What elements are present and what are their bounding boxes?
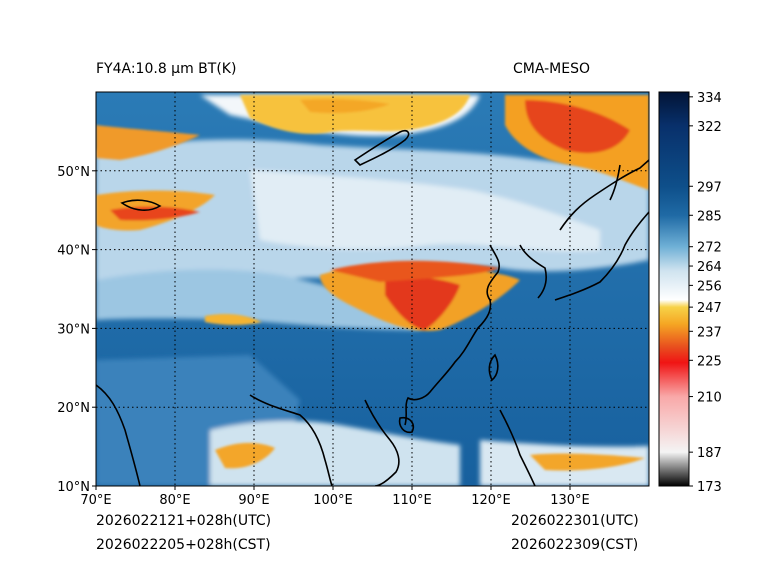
yangtze-red-core bbox=[385, 277, 460, 330]
west-red-streak bbox=[110, 206, 200, 221]
init-time-cst: 2026022205+028h(CST) bbox=[96, 537, 271, 553]
colorbar-label-210: 210 bbox=[697, 391, 722, 406]
north-china-clear-land bbox=[250, 170, 600, 252]
colorbar-label-297: 297 bbox=[697, 180, 722, 195]
okhotsk-red-core bbox=[525, 100, 630, 154]
siberia-cold-core bbox=[300, 99, 390, 114]
lon-label-110: 110°E bbox=[392, 493, 432, 508]
product-title: FY4A:10.8 µm BT(K) bbox=[96, 61, 237, 77]
lon-label-80: 80°E bbox=[159, 493, 190, 508]
sakhalin bbox=[609, 164, 621, 201]
pacific-convection bbox=[530, 453, 645, 471]
japan-coast bbox=[554, 211, 649, 301]
colorbar-frame bbox=[658, 91, 690, 487]
baikal bbox=[353, 129, 410, 166]
map-axes: 70°E 80°E 90°E 100°E 110°E 120°E 130°E 10°N 20°N… bbox=[57, 165, 590, 508]
lat-label-30: 30°N bbox=[57, 322, 90, 337]
korea-coast bbox=[519, 244, 547, 299]
colorbar-label-173: 173 bbox=[697, 480, 722, 495]
colorbar-label-187: 187 bbox=[697, 446, 722, 461]
colorbar: 334 322 297 285 272 264 256 247 237 225 210 187 173 bbox=[658, 91, 722, 495]
colorbar-label-264: 264 bbox=[697, 260, 722, 275]
map-frame bbox=[95, 91, 650, 487]
valid-time-utc: 2026022301(UTC) bbox=[511, 513, 639, 529]
colorbar-label-237: 237 bbox=[697, 325, 722, 340]
init-time-utc: 2026022121+028h(UTC) bbox=[96, 513, 272, 529]
west-cold-cloud bbox=[96, 125, 200, 160]
philippines bbox=[499, 409, 536, 486]
china-east-coast bbox=[404, 244, 500, 426]
satellite-image bbox=[96, 92, 649, 486]
model-title: CMA-MESO bbox=[513, 61, 591, 77]
india-coast bbox=[96, 384, 141, 486]
colorbar-label-256: 256 bbox=[697, 279, 722, 294]
tibet-cold-patches bbox=[205, 314, 262, 325]
colorbar-label-225: 225 bbox=[697, 354, 722, 369]
caspian-aral-outline bbox=[120, 199, 162, 211]
bay-of-bengal-convection bbox=[215, 442, 275, 469]
lat-label-50: 50°N bbox=[57, 165, 90, 180]
colorbar-label-322: 322 bbox=[697, 120, 722, 135]
lat-label-20: 20°N bbox=[57, 401, 90, 416]
colorbar-fill bbox=[659, 92, 689, 486]
indochina-coast bbox=[364, 399, 400, 486]
lon-label-120: 120°E bbox=[471, 493, 511, 508]
tibet-light-band bbox=[96, 269, 420, 330]
hainan bbox=[398, 416, 415, 434]
colorbar-label-334: 334 bbox=[697, 91, 722, 106]
lon-label-90: 90°E bbox=[238, 493, 269, 508]
russia-far-east-coast bbox=[559, 159, 649, 231]
colorbar-label-247: 247 bbox=[697, 301, 722, 316]
valid-time-cst: 2026022309(CST) bbox=[511, 537, 639, 553]
lat-label-40: 40°N bbox=[57, 244, 90, 259]
lon-label-70: 70°E bbox=[80, 493, 111, 508]
colorbar-label-285: 285 bbox=[697, 209, 722, 224]
taiwan bbox=[488, 353, 499, 382]
lon-label-130: 130°E bbox=[550, 493, 590, 508]
lat-label-10: 10°N bbox=[57, 480, 90, 495]
lon-label-100: 100°E bbox=[313, 493, 353, 508]
colorbar-label-272: 272 bbox=[697, 241, 722, 256]
ne-china-cold-cloud bbox=[330, 260, 500, 282]
coastlines bbox=[96, 129, 649, 486]
bay-of-bengal-coast bbox=[249, 394, 333, 486]
